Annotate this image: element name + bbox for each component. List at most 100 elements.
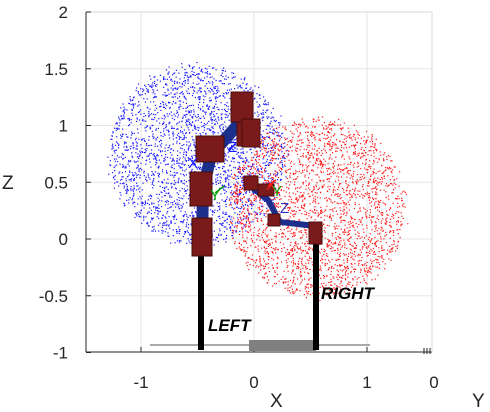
data-point bbox=[332, 288, 334, 290]
data-point bbox=[203, 127, 206, 129]
data-point bbox=[213, 244, 215, 246]
data-point bbox=[331, 232, 333, 235]
data-point bbox=[178, 121, 181, 123]
data-point bbox=[123, 111, 125, 113]
data-point bbox=[390, 251, 392, 253]
data-point bbox=[302, 183, 304, 185]
data-point bbox=[137, 90, 139, 93]
data-point bbox=[193, 71, 195, 73]
data-point bbox=[260, 263, 262, 265]
data-point bbox=[326, 215, 328, 217]
data-point bbox=[323, 275, 326, 278]
data-point bbox=[216, 237, 219, 239]
data-point bbox=[305, 265, 307, 267]
data-point bbox=[242, 218, 244, 221]
data-point bbox=[268, 177, 270, 179]
data-point bbox=[304, 286, 306, 288]
data-point bbox=[127, 189, 129, 191]
data-point bbox=[271, 264, 273, 266]
data-point bbox=[219, 205, 221, 207]
data-point bbox=[233, 183, 235, 185]
data-point bbox=[248, 198, 250, 200]
data-point bbox=[185, 98, 187, 100]
data-point bbox=[269, 159, 271, 161]
data-point bbox=[391, 192, 393, 194]
data-point bbox=[164, 224, 166, 226]
data-point bbox=[233, 173, 236, 176]
data-point bbox=[195, 211, 197, 213]
data-point bbox=[330, 168, 332, 171]
data-point bbox=[112, 132, 114, 134]
data-point bbox=[368, 185, 370, 187]
data-point bbox=[138, 211, 140, 213]
data-point bbox=[188, 141, 190, 143]
data-point bbox=[222, 123, 224, 125]
data-point bbox=[270, 246, 273, 249]
data-point bbox=[139, 177, 141, 179]
data-point bbox=[147, 145, 149, 147]
data-point bbox=[130, 122, 132, 124]
data-point bbox=[301, 250, 303, 252]
data-point bbox=[337, 172, 339, 174]
data-point bbox=[128, 199, 130, 201]
data-point bbox=[322, 132, 324, 134]
data-point bbox=[259, 197, 261, 199]
data-point bbox=[151, 171, 153, 173]
data-point bbox=[375, 228, 377, 230]
data-point bbox=[239, 211, 241, 213]
data-point bbox=[272, 129, 274, 131]
data-point bbox=[122, 176, 124, 178]
data-point bbox=[248, 173, 250, 175]
data-point bbox=[128, 119, 130, 122]
data-point bbox=[180, 100, 182, 102]
data-point bbox=[123, 146, 125, 148]
data-point bbox=[365, 246, 367, 248]
data-point bbox=[314, 200, 316, 202]
data-point bbox=[176, 192, 178, 194]
data-point bbox=[209, 209, 212, 211]
data-point bbox=[383, 171, 385, 173]
data-point bbox=[150, 152, 152, 154]
data-point bbox=[180, 105, 182, 107]
data-point bbox=[196, 83, 198, 85]
data-point bbox=[223, 231, 226, 233]
data-point bbox=[217, 216, 219, 218]
data-point bbox=[281, 163, 284, 165]
data-point bbox=[229, 165, 231, 167]
data-point bbox=[385, 218, 387, 220]
data-point bbox=[333, 293, 335, 295]
data-point bbox=[301, 139, 303, 141]
data-point bbox=[223, 83, 225, 85]
data-point bbox=[383, 189, 385, 191]
data-point bbox=[332, 191, 334, 193]
data-point bbox=[170, 202, 172, 204]
data-point bbox=[181, 180, 183, 182]
data-point bbox=[359, 190, 361, 192]
data-point bbox=[243, 161, 245, 163]
data-point bbox=[349, 289, 351, 292]
data-point bbox=[262, 140, 264, 142]
data-point bbox=[213, 110, 215, 113]
data-point bbox=[185, 137, 187, 139]
data-point bbox=[169, 170, 172, 172]
data-point bbox=[161, 192, 163, 194]
data-point bbox=[245, 230, 247, 232]
data-point bbox=[159, 222, 161, 224]
data-point bbox=[166, 113, 168, 115]
data-point bbox=[327, 168, 329, 170]
data-point bbox=[132, 175, 134, 177]
data-point bbox=[225, 105, 227, 107]
data-point bbox=[369, 271, 371, 273]
data-point bbox=[245, 225, 247, 227]
data-point bbox=[323, 122, 325, 124]
data-point bbox=[176, 199, 178, 201]
data-point bbox=[182, 173, 184, 175]
data-point bbox=[377, 259, 379, 261]
data-point bbox=[296, 289, 298, 291]
data-point bbox=[261, 148, 263, 151]
data-point bbox=[143, 138, 145, 140]
data-point bbox=[391, 247, 393, 249]
data-point bbox=[133, 187, 135, 189]
data-point bbox=[188, 129, 190, 131]
data-point bbox=[171, 154, 173, 156]
